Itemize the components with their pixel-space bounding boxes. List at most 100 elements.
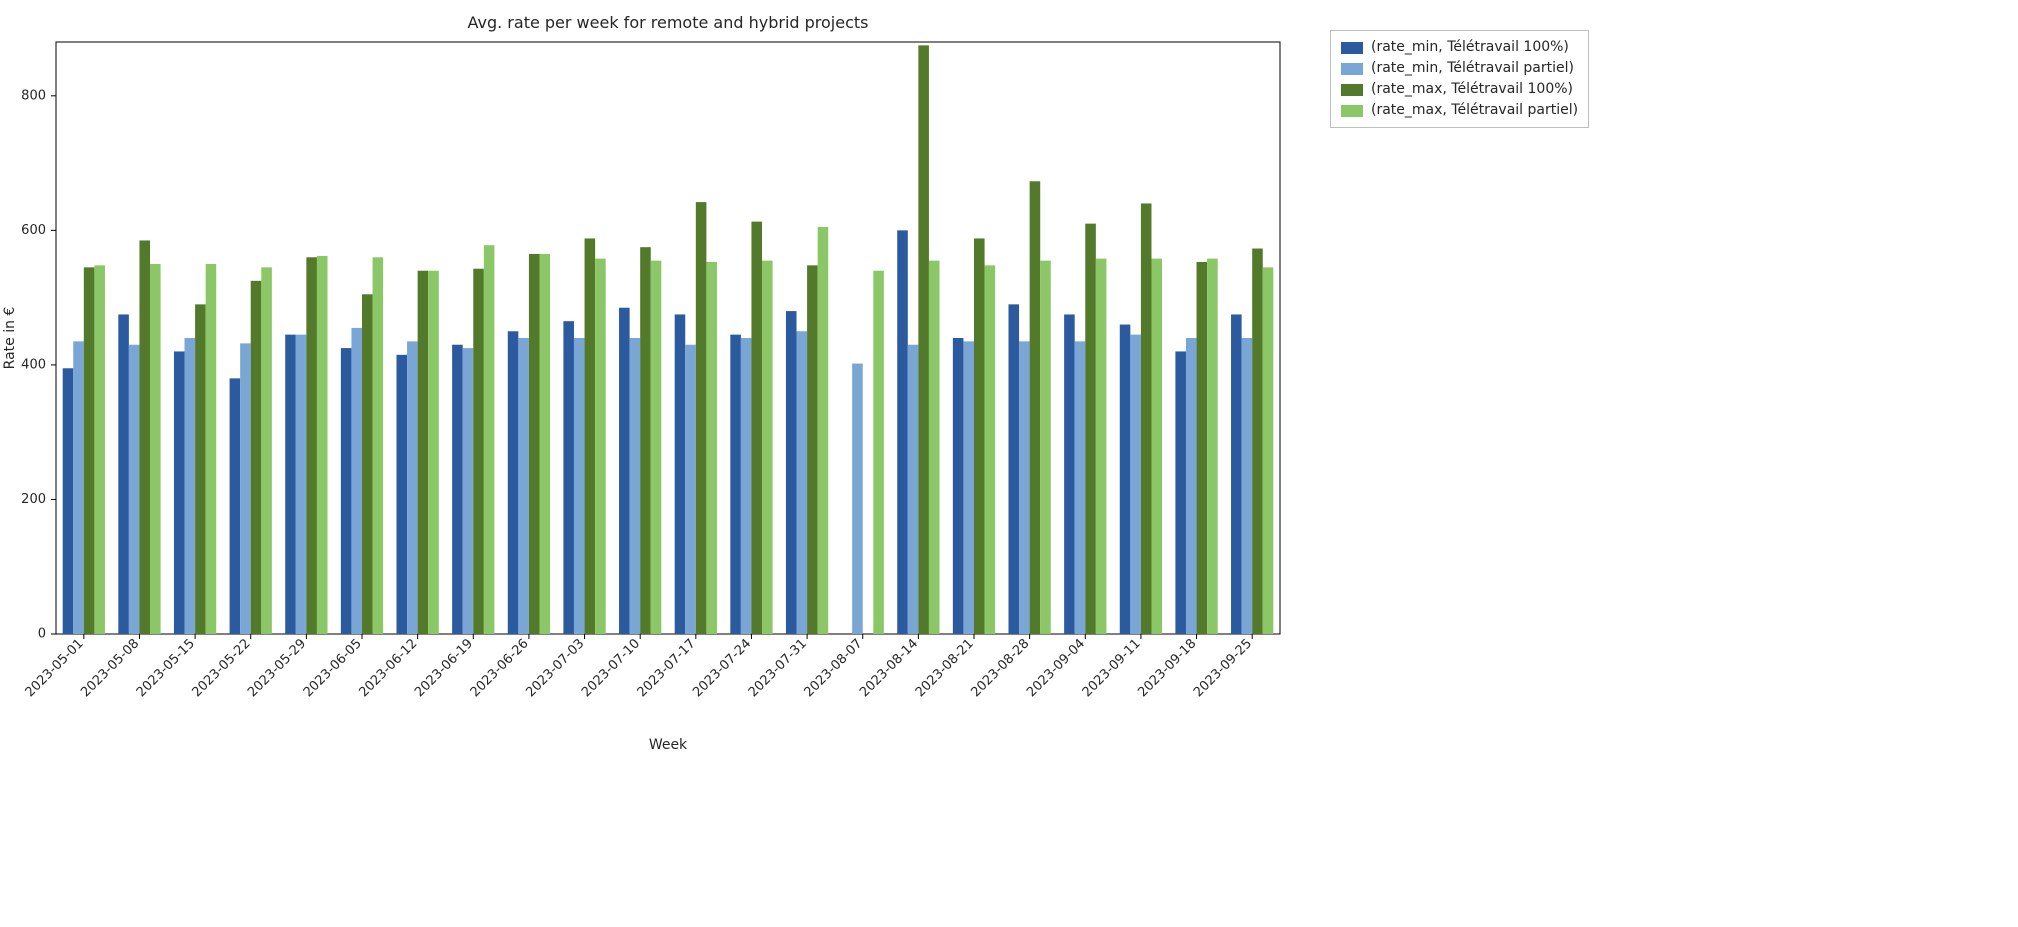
bar <box>1008 304 1019 634</box>
bar <box>317 256 328 634</box>
bar <box>373 257 384 634</box>
bar <box>139 240 150 634</box>
svg-text:2023-08-07: 2023-08-07 <box>802 636 866 700</box>
bar <box>518 338 529 634</box>
svg-text:2023-07-17: 2023-07-17 <box>635 636 699 700</box>
bar <box>1263 267 1274 634</box>
bar <box>539 254 550 634</box>
bar <box>630 338 641 634</box>
bar <box>1075 341 1086 634</box>
bar <box>818 227 829 634</box>
bar <box>619 308 630 634</box>
bar <box>452 345 463 634</box>
bar <box>1252 249 1263 634</box>
bar <box>563 321 574 634</box>
bar <box>296 335 307 634</box>
bar <box>84 267 95 634</box>
bar <box>118 314 129 634</box>
bar <box>873 271 884 634</box>
svg-text:2023-05-22: 2023-05-22 <box>190 636 254 700</box>
bar <box>953 338 964 634</box>
legend-label: (rate_max, Télétravail partiel) <box>1371 100 1578 121</box>
bar <box>908 345 919 634</box>
bar <box>1207 259 1218 634</box>
legend-item: (rate_min, Télétravail 100%) <box>1341 37 1578 58</box>
bar <box>1186 338 1197 634</box>
legend-label: (rate_max, Télétravail 100%) <box>1371 79 1573 100</box>
svg-text:2023-09-18: 2023-09-18 <box>1135 636 1199 700</box>
bar-chart: 02004006008002023-05-012023-05-082023-05… <box>0 0 2018 927</box>
legend: (rate_min, Télétravail 100%)(rate_min, T… <box>1330 30 1589 128</box>
bar <box>185 338 196 634</box>
bar <box>407 341 418 634</box>
svg-text:2023-09-25: 2023-09-25 <box>1191 636 1255 700</box>
bar <box>174 351 185 634</box>
svg-text:800: 800 <box>21 88 46 103</box>
bar <box>206 264 217 634</box>
chart-title: Avg. rate per week for remote and hybrid… <box>468 13 869 32</box>
bar <box>341 348 352 634</box>
svg-text:200: 200 <box>21 492 46 507</box>
bar <box>230 378 241 634</box>
bar <box>595 259 606 634</box>
bar <box>63 368 74 634</box>
legend-item: (rate_min, Télétravail partiel) <box>1341 58 1578 79</box>
bar <box>484 245 495 634</box>
y-axis-label: Rate in € <box>2 307 18 370</box>
bar <box>897 230 908 634</box>
bar <box>129 345 140 634</box>
legend-label: (rate_min, Télétravail partiel) <box>1371 58 1574 79</box>
bar <box>306 257 317 634</box>
bar <box>463 348 474 634</box>
legend-item: (rate_max, Télétravail 100%) <box>1341 79 1578 100</box>
svg-text:2023-09-11: 2023-09-11 <box>1080 636 1144 700</box>
bar <box>730 335 741 634</box>
bar <box>985 265 996 634</box>
bar <box>529 254 540 634</box>
svg-text:2023-05-15: 2023-05-15 <box>134 636 198 700</box>
bar <box>1175 351 1186 634</box>
svg-text:2023-07-31: 2023-07-31 <box>746 636 810 700</box>
legend-swatch <box>1341 63 1363 75</box>
bar <box>1231 314 1242 634</box>
svg-text:2023-07-24: 2023-07-24 <box>690 636 754 700</box>
bar <box>929 261 940 634</box>
bar <box>696 202 707 634</box>
bar <box>918 45 929 634</box>
bar <box>1141 203 1152 634</box>
bar <box>1151 259 1162 634</box>
bar <box>418 271 429 634</box>
bar <box>1085 224 1096 634</box>
bar <box>762 261 773 634</box>
bar <box>974 238 985 634</box>
svg-text:2023-05-08: 2023-05-08 <box>78 636 142 700</box>
svg-text:400: 400 <box>21 357 46 372</box>
bar <box>640 247 651 634</box>
bar <box>741 338 752 634</box>
svg-text:2023-08-28: 2023-08-28 <box>968 636 1032 700</box>
svg-text:2023-05-29: 2023-05-29 <box>245 636 309 700</box>
svg-text:2023-07-03: 2023-07-03 <box>523 636 587 700</box>
bar <box>1120 325 1131 634</box>
bar <box>1096 259 1107 634</box>
svg-text:2023-06-19: 2023-06-19 <box>412 636 476 700</box>
bar <box>685 345 696 634</box>
bar <box>428 271 439 634</box>
chart-container: 02004006008002023-05-012023-05-082023-05… <box>0 0 2018 927</box>
svg-text:2023-08-21: 2023-08-21 <box>913 636 977 700</box>
bar <box>195 304 206 634</box>
bar <box>963 341 974 634</box>
svg-text:2023-05-01: 2023-05-01 <box>23 636 87 700</box>
legend-swatch <box>1341 105 1363 117</box>
bar <box>807 265 818 634</box>
bar <box>797 331 808 634</box>
svg-text:600: 600 <box>21 223 46 238</box>
bar <box>1040 261 1051 634</box>
bar <box>362 294 373 634</box>
bar <box>240 343 251 634</box>
bar <box>786 311 797 634</box>
x-axis-label: Week <box>649 737 688 753</box>
bar <box>651 261 662 634</box>
bar <box>508 331 519 634</box>
bar <box>261 267 272 634</box>
